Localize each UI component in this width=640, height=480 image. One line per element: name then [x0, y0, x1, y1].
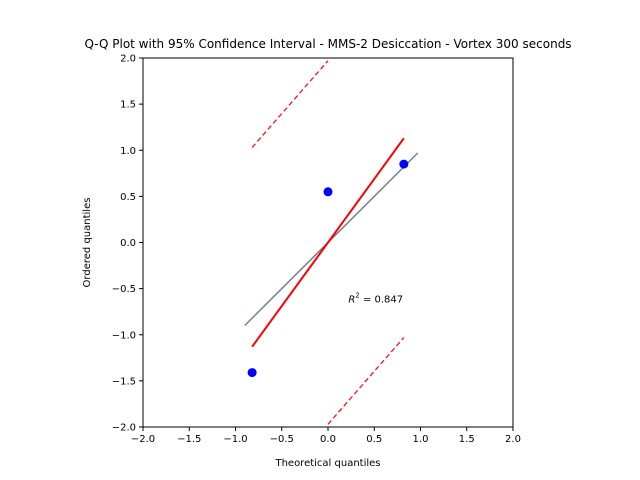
y-tick-label: −0.5	[112, 284, 136, 295]
y-tick-label: 0.5	[120, 192, 136, 203]
x-tick-label: −0.5	[270, 434, 294, 445]
x-tick-label: −2.0	[131, 434, 155, 445]
x-tick-label: 0.0	[320, 434, 336, 445]
x-tick-label: 2.0	[505, 434, 521, 445]
x-tick-label: −1.0	[223, 434, 247, 445]
ci-lower-bound-line	[327, 337, 405, 425]
r-squared-value: = 0.847	[360, 294, 403, 305]
y-tick-label: 1.0	[120, 146, 136, 157]
y-tick-label: 0.0	[120, 238, 136, 249]
x-axis-label: Theoretical quantiles	[274, 458, 380, 469]
x-tick-label: −1.5	[177, 434, 201, 445]
x-tick-label: 1.0	[413, 434, 429, 445]
plot-area	[244, 60, 419, 425]
ci-upper-bound-line	[251, 60, 329, 148]
data-point	[247, 368, 257, 378]
x-axis: −2.0 −1.5 −1.0 −0.5 0.0 0.5 1.0 1.5 2.0	[131, 427, 521, 445]
x-tick-label: 1.5	[459, 434, 475, 445]
y-tick-label: −1.0	[112, 330, 136, 341]
y-axis: −2.0 −1.5 −1.0 −0.5 0.0 0.5 1.0 1.5 2.0	[112, 54, 143, 434]
y-tick-label: −2.0	[112, 423, 136, 434]
r-squared-annotation: R2 = 0.847	[348, 291, 403, 305]
y-tick-label: 2.0	[120, 54, 136, 65]
r-squared-symbol: R	[348, 294, 355, 305]
data-point	[323, 187, 333, 197]
x-tick-label: 0.5	[366, 434, 382, 445]
y-axis-label: Ordered quantiles	[82, 198, 93, 288]
chart-title: Q-Q Plot with 95% Confidence Interval - …	[84, 37, 571, 51]
fit-line	[251, 137, 405, 348]
data-point	[399, 159, 409, 169]
y-tick-label: 1.5	[120, 100, 136, 111]
r-squared-exponent: 2	[355, 291, 359, 299]
y-tick-label: −1.5	[112, 376, 136, 387]
